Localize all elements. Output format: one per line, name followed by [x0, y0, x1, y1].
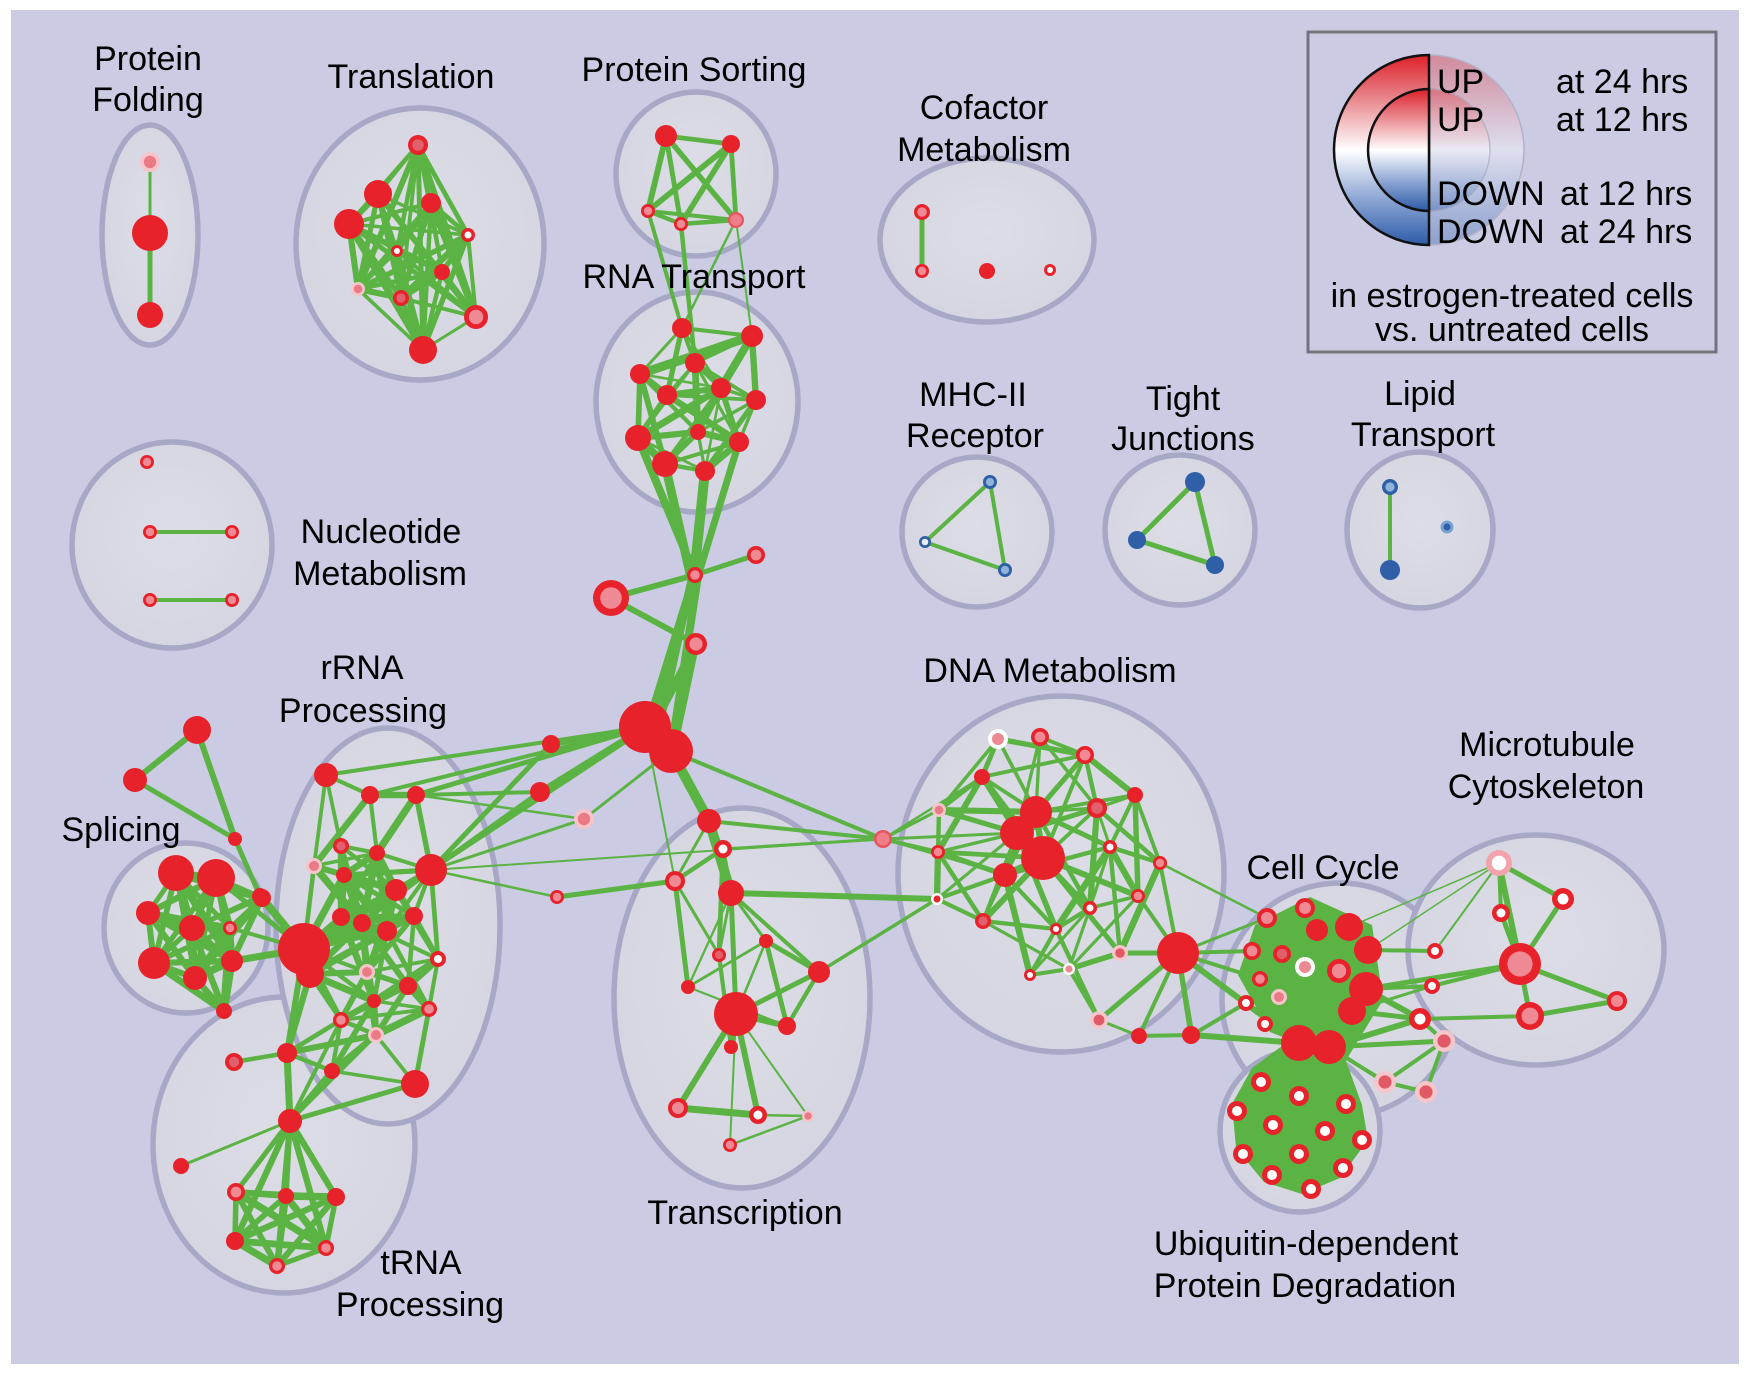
svg-text:Metabolism: Metabolism — [293, 555, 467, 593]
svg-text:in estrogen-treated cells: in estrogen-treated cells — [1331, 277, 1694, 315]
svg-text:at 24 hrs: at 24 hrs — [1556, 63, 1688, 101]
svg-text:Receptor: Receptor — [906, 417, 1044, 455]
svg-text:DOWN: DOWN — [1437, 213, 1545, 251]
svg-text:Ubiquitin-dependent: Ubiquitin-dependent — [1154, 1225, 1459, 1263]
svg-text:MHC-II: MHC-II — [919, 376, 1027, 414]
svg-text:Translation: Translation — [328, 58, 495, 96]
svg-text:Protein Degradation: Protein Degradation — [1154, 1267, 1456, 1305]
svg-text:Folding: Folding — [92, 81, 204, 119]
svg-text:rRNA: rRNA — [320, 649, 403, 687]
svg-text:Transport: Transport — [1351, 416, 1496, 454]
svg-text:UP: UP — [1437, 63, 1484, 101]
svg-text:Processing: Processing — [336, 1286, 504, 1324]
svg-text:at 12 hrs: at 12 hrs — [1556, 101, 1688, 139]
svg-text:Protein Sorting: Protein Sorting — [582, 51, 807, 89]
svg-text:Processing: Processing — [279, 692, 447, 730]
svg-text:DOWN: DOWN — [1437, 175, 1545, 213]
svg-text:Cell Cycle: Cell Cycle — [1246, 849, 1399, 887]
svg-text:DNA Metabolism: DNA Metabolism — [923, 652, 1176, 690]
svg-text:UP: UP — [1437, 101, 1484, 139]
svg-text:Lipid: Lipid — [1384, 375, 1456, 413]
svg-text:Metabolism: Metabolism — [897, 131, 1071, 169]
svg-text:tRNA: tRNA — [380, 1244, 462, 1282]
svg-text:Splicing: Splicing — [61, 811, 180, 849]
svg-text:Nucleotide: Nucleotide — [301, 513, 462, 551]
svg-text:Junctions: Junctions — [1111, 420, 1255, 458]
svg-text:Tight: Tight — [1146, 380, 1221, 418]
svg-text:vs. untreated cells: vs. untreated cells — [1375, 311, 1649, 349]
svg-text:Protein: Protein — [94, 40, 202, 78]
svg-text:Microtubule: Microtubule — [1459, 726, 1635, 764]
svg-text:Cytoskeleton: Cytoskeleton — [1448, 768, 1645, 806]
svg-text:Transcription: Transcription — [647, 1194, 842, 1232]
svg-text:Cofactor: Cofactor — [920, 89, 1049, 127]
svg-text:at 12 hrs: at 12 hrs — [1560, 175, 1692, 213]
svg-text:at 24 hrs: at 24 hrs — [1560, 213, 1692, 251]
svg-text:RNA Transport: RNA Transport — [583, 258, 807, 296]
